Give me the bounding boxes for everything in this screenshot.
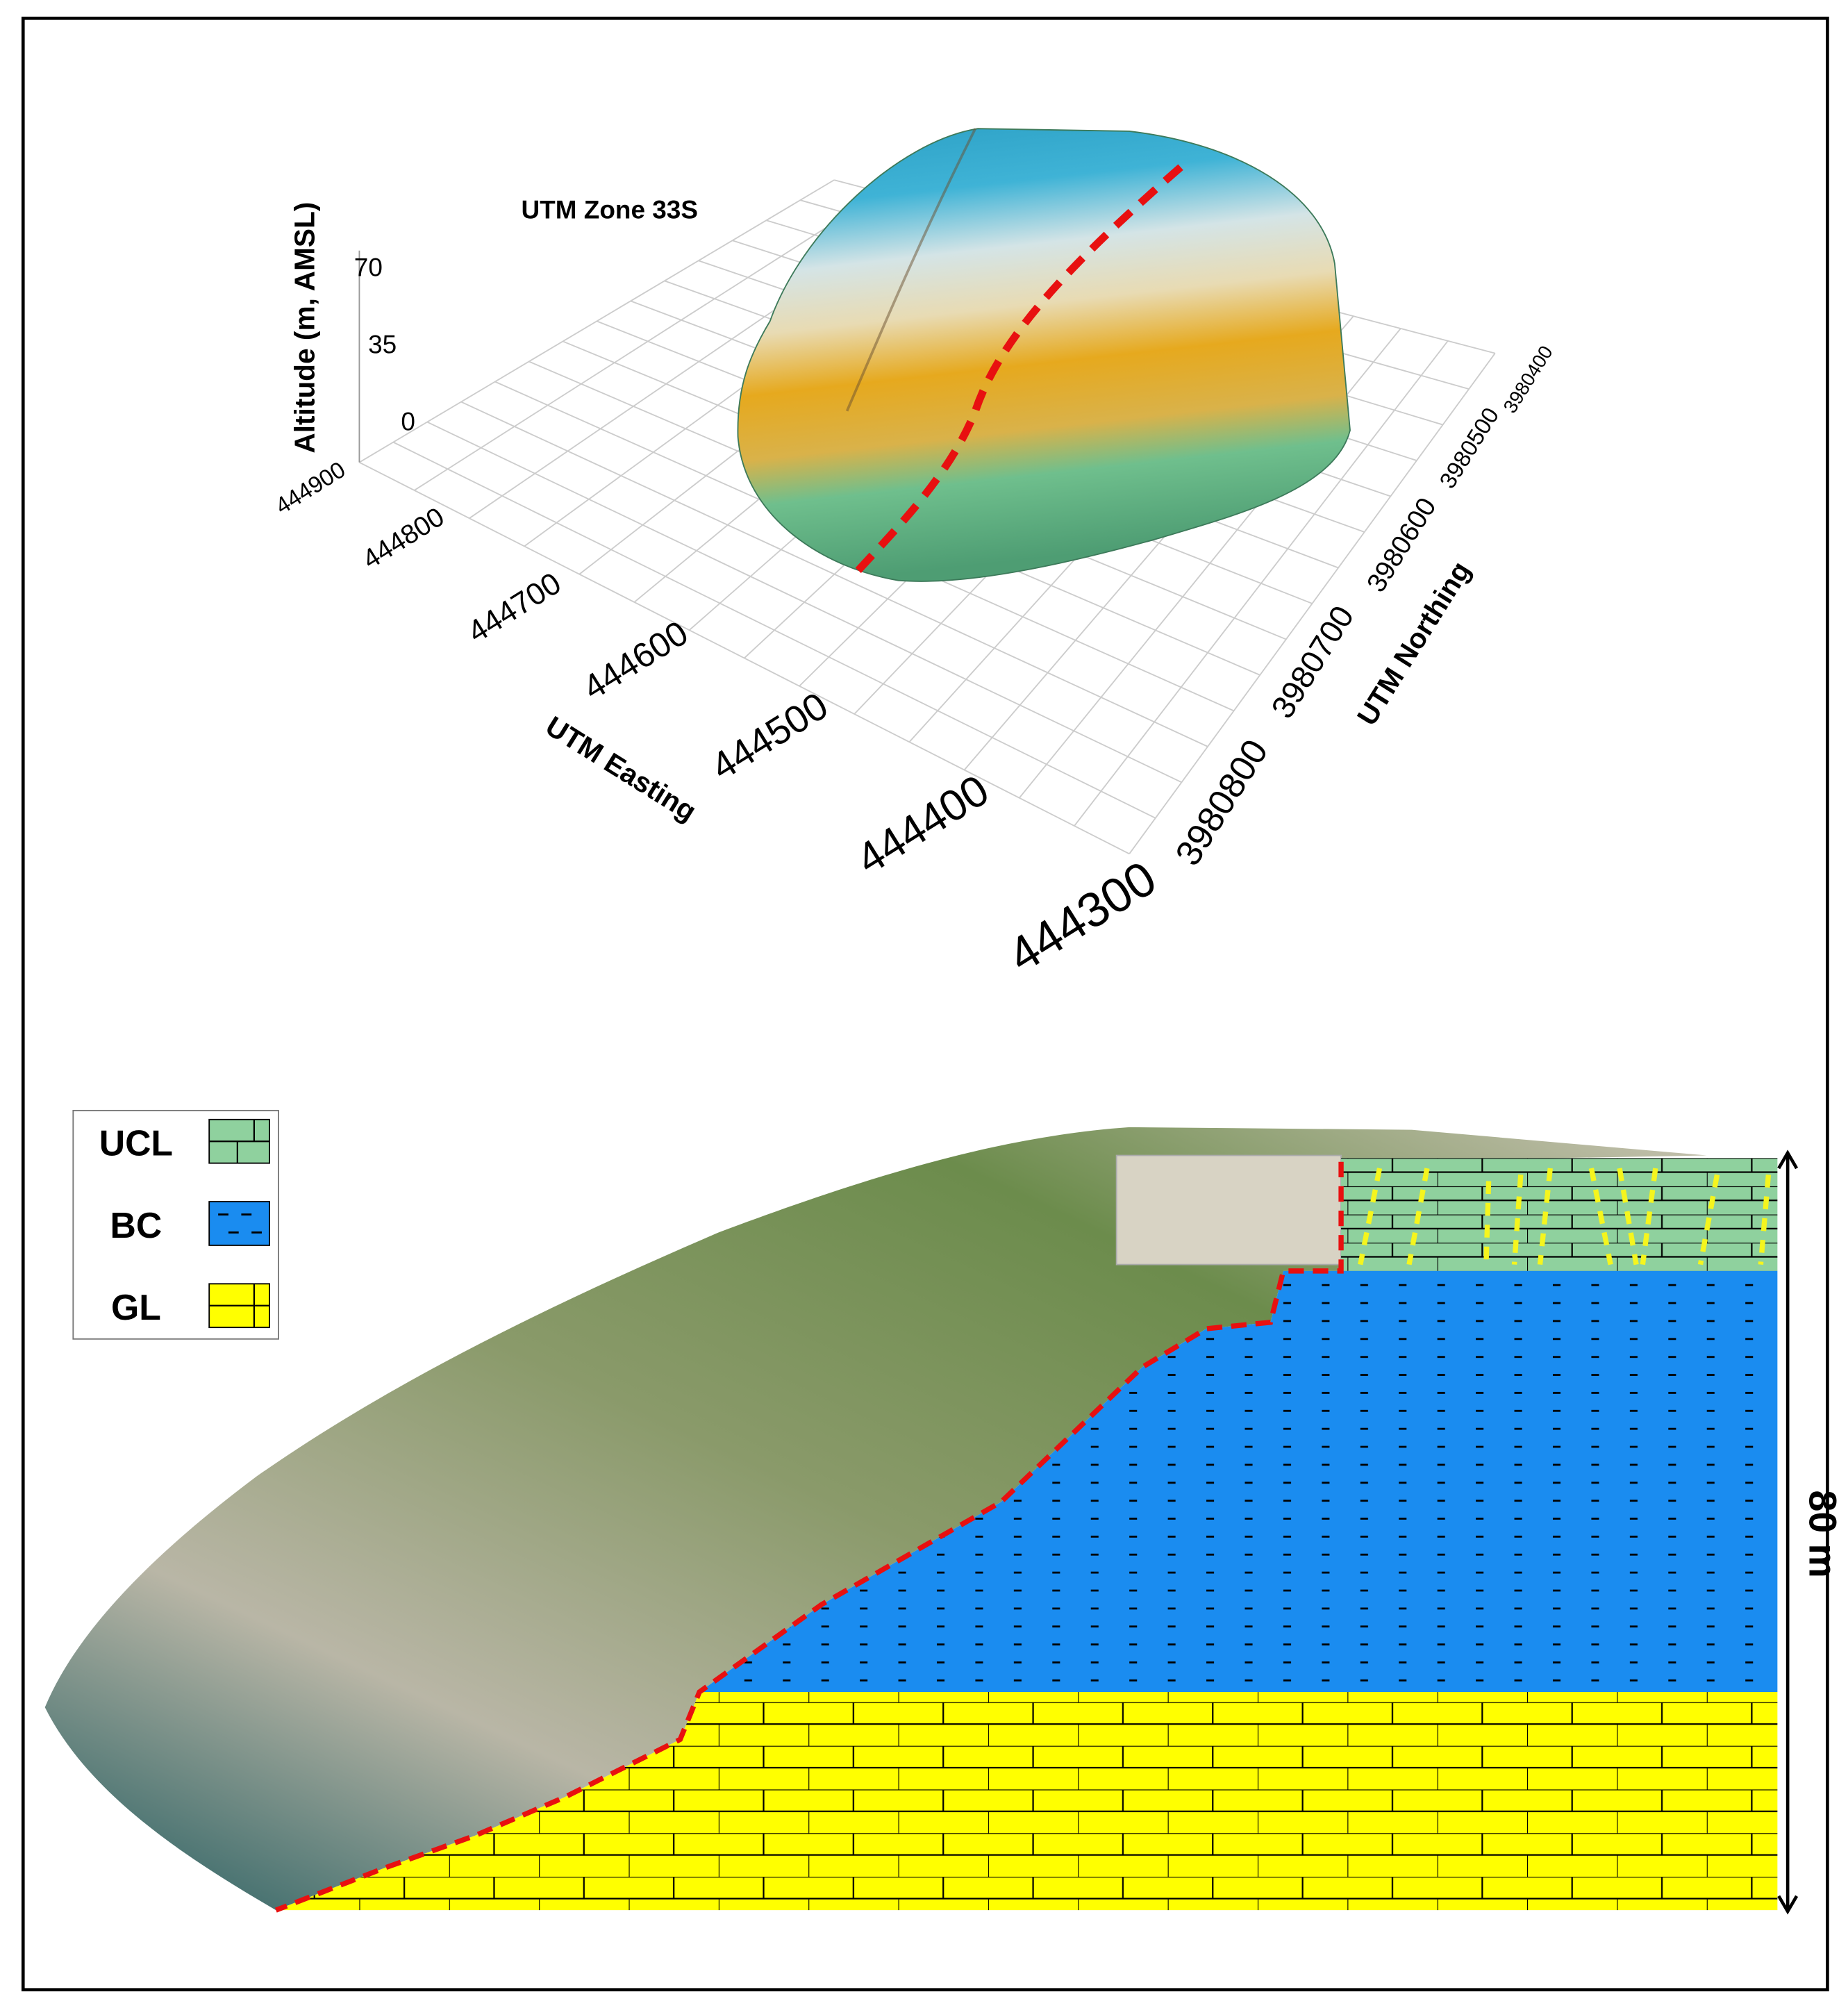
z-axis-label: Altitude (m, AMSL) (289, 202, 321, 454)
contact-line (274, 1161, 1344, 1913)
grid-line (1074, 340, 1449, 827)
legend-label: BC (110, 1205, 163, 1245)
grid-line (1129, 353, 1496, 854)
ridge (845, 128, 977, 412)
cliff (1115, 1154, 1342, 1266)
ucl-layer (1341, 1158, 1778, 1271)
legend-pattern (218, 1213, 262, 1234)
thickness-arrow (1777, 1150, 1799, 1915)
legend-swatch (208, 1201, 270, 1246)
z-tick-label: 0 (401, 407, 415, 435)
map-title: UTM Zone 33S (522, 196, 699, 224)
z-tick-label: 35 (368, 331, 397, 359)
fault-line (854, 164, 1183, 574)
fractures (1358, 1168, 1772, 1266)
bc-layer (699, 1270, 1778, 1692)
legend-label: GL (111, 1287, 161, 1327)
terrain (737, 128, 1351, 582)
thickness-label: 80 m (1801, 1491, 1845, 1578)
legend-pattern (209, 1284, 270, 1328)
landscape-photo (44, 1127, 1707, 1911)
z-tick-label: 70 (354, 254, 383, 282)
legend-pattern (209, 1119, 270, 1163)
gl-layer (276, 1691, 1778, 1911)
legend-label: UCL (99, 1123, 173, 1163)
